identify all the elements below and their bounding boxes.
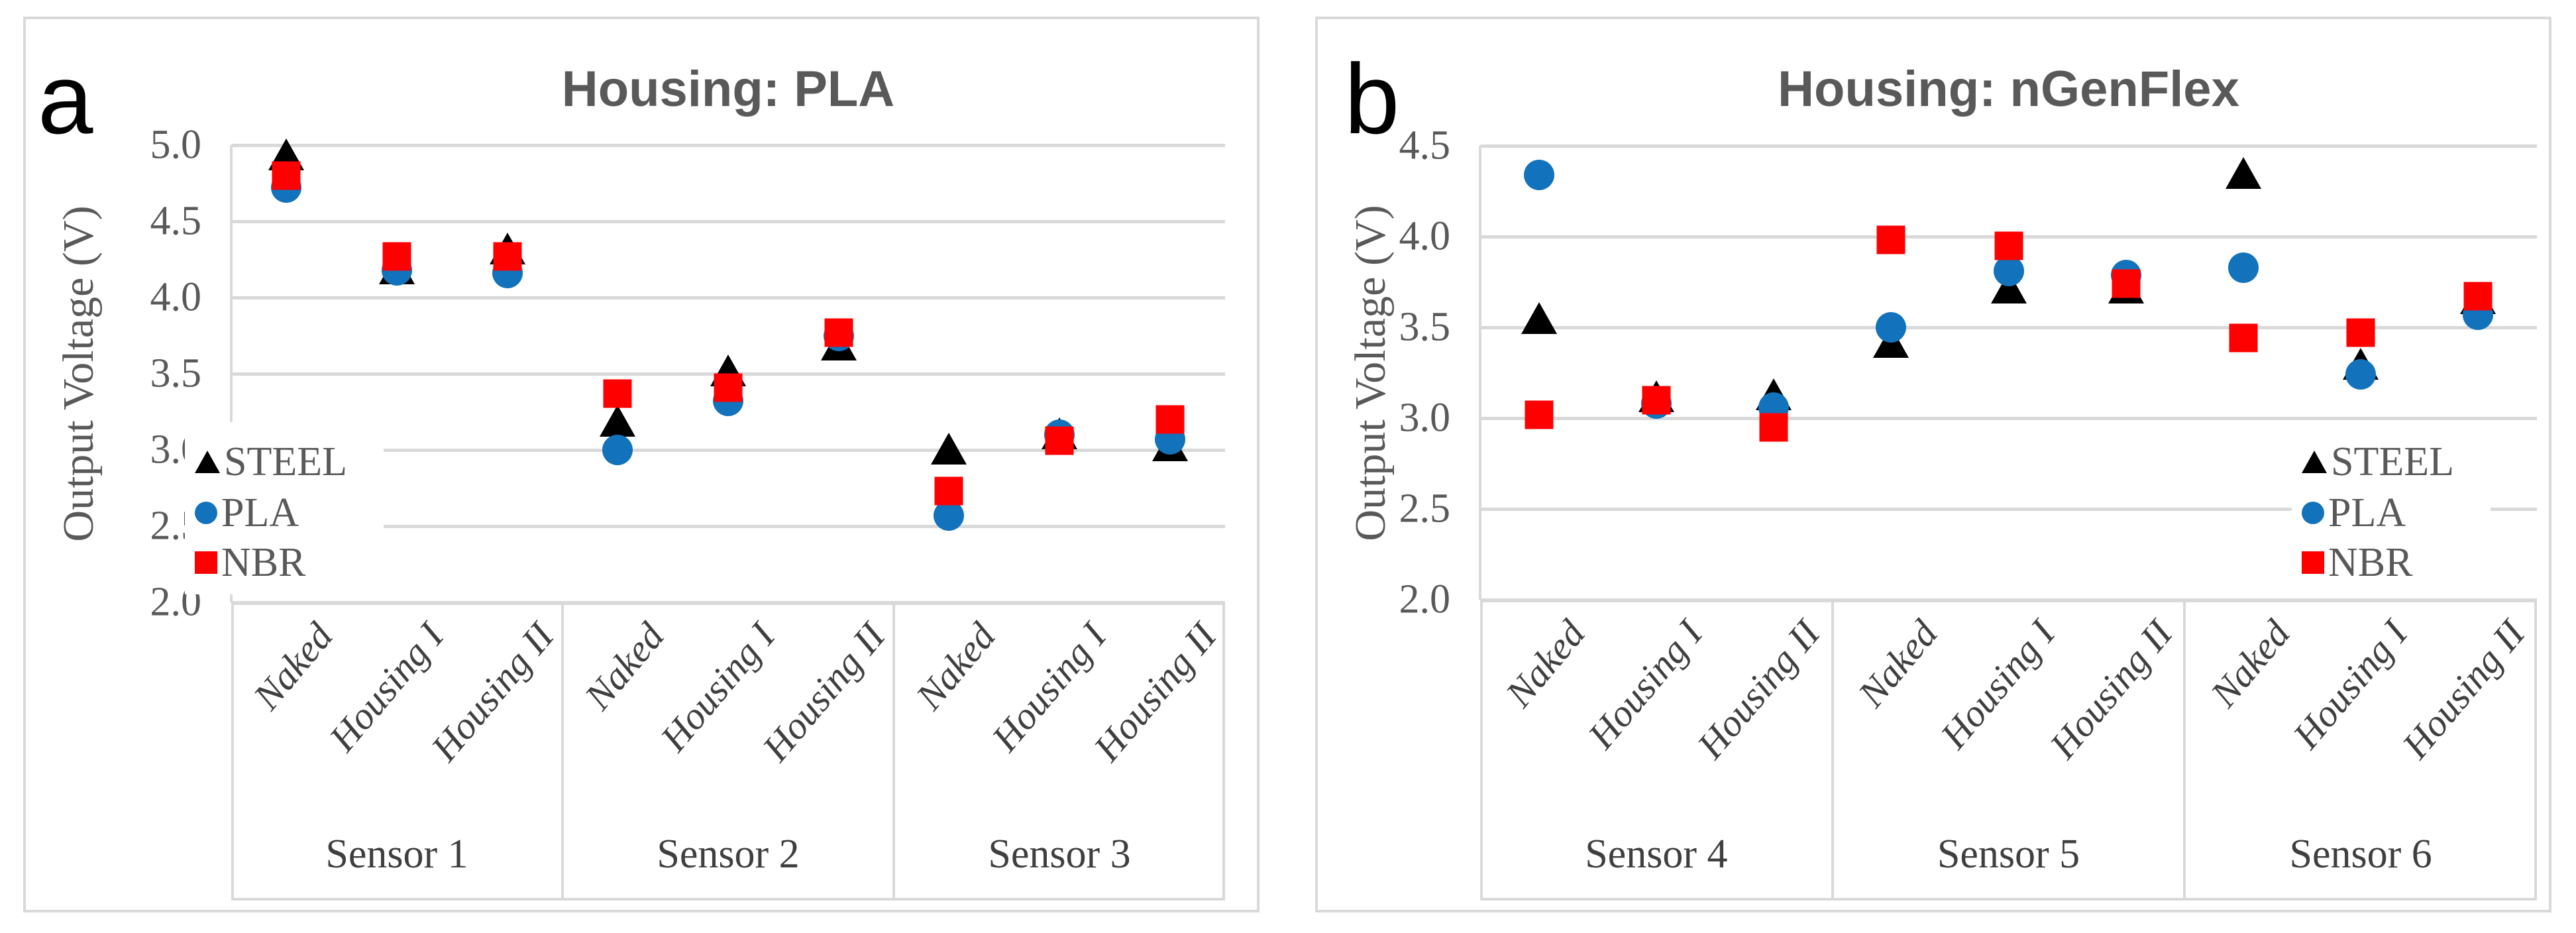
- data-point-pla-circle: [2227, 252, 2259, 283]
- y-gridline: [231, 296, 1225, 300]
- panel-letter: b: [1344, 43, 1400, 154]
- category-axis-box: [1480, 600, 2537, 901]
- data-point-pla-circle: [1523, 159, 1554, 190]
- data-point-nbr-square: [1155, 405, 1185, 434]
- panel-a: a Housing: PLA Output Voltage (V) 5.0 4.5 4.0…: [23, 17, 1260, 912]
- sensor-group-label: Sensor 3: [988, 832, 1131, 877]
- chart-title: Housing: nGenFlex: [1778, 61, 2239, 117]
- legend-label: PLA: [221, 490, 299, 535]
- y-gridline: [1480, 508, 2537, 511]
- legend-item: NBR: [2302, 536, 2412, 589]
- legend-label: PLA: [2328, 490, 2406, 535]
- y-tick-label: 3.0: [1399, 395, 1451, 441]
- data-point-steel-triangle: [2225, 157, 2261, 190]
- data-point-nbr-square: [2463, 282, 2493, 311]
- data-point-nbr-square: [493, 242, 522, 271]
- data-point-nbr-square: [1876, 225, 1905, 254]
- data-point-nbr-square: [2229, 323, 2258, 353]
- data-point-nbr-square: [2346, 318, 2375, 347]
- y-tick-label: 4.5: [150, 198, 202, 244]
- sensor-group-label: Sensor 5: [1937, 832, 2080, 877]
- data-point-pla-circle: [2345, 359, 2377, 390]
- legend-item: PLA: [2302, 486, 2406, 539]
- data-point-nbr-square: [2112, 269, 2141, 298]
- y-tick-label: 2.5: [1399, 486, 1451, 531]
- y-tick-label: 2.0: [1399, 576, 1451, 622]
- data-point-nbr-square: [1045, 426, 1074, 455]
- y-tick-label: 4.0: [1399, 213, 1451, 259]
- sensor-group-label: Sensor 1: [325, 832, 468, 877]
- data-point-nbr-square: [382, 242, 411, 271]
- y-tick-label: 5.0: [150, 122, 202, 168]
- legend-item: NBR: [195, 536, 305, 589]
- data-point-nbr-square: [1994, 231, 2023, 260]
- data-point-steel-triangle: [931, 432, 967, 465]
- legend-label: NBR: [221, 539, 306, 585]
- y-axis-line: [1479, 146, 1481, 600]
- chart-title: Housing: PLA: [561, 61, 895, 117]
- y-gridline: [231, 144, 1225, 147]
- y-gridline: [231, 220, 1225, 223]
- y-tick-label: 4.0: [150, 274, 202, 320]
- data-point-nbr-square: [1759, 413, 1788, 442]
- y-gridline: [1480, 417, 2537, 420]
- data-point-steel-triangle: [1521, 302, 1557, 335]
- legend-label: NBR: [2328, 539, 2413, 585]
- sensor-group-separator: [892, 602, 895, 901]
- y-tick-label: 3.5: [150, 351, 202, 396]
- y-gridline: [231, 449, 1225, 452]
- data-point-nbr-square: [1525, 400, 1554, 429]
- legend-item: STEEL: [195, 435, 347, 488]
- data-point-nbr-square: [824, 318, 853, 347]
- y-gridline: [1480, 144, 2537, 148]
- y-tick-label: 4.5: [1399, 123, 1451, 168]
- panel-b: b Housing: nGenFlex Output Voltage (V) 4.5 4…: [1315, 17, 2551, 912]
- legend-triangle-icon: [195, 451, 220, 473]
- sensor-group-separator: [1831, 600, 1834, 901]
- legend-label: STEEL: [224, 439, 347, 484]
- data-point-nbr-square: [603, 379, 632, 408]
- y-gridline: [1480, 326, 2537, 329]
- data-point-pla-circle: [1993, 256, 2024, 287]
- legend-item: PLA: [195, 486, 299, 539]
- sensor-group-label: Sensor 4: [1585, 832, 1728, 877]
- sensor-group-separator: [2183, 600, 2186, 901]
- data-point-pla-circle: [1876, 312, 1907, 343]
- data-point-nbr-square: [934, 476, 963, 506]
- panel-letter: a: [38, 43, 93, 154]
- sensor-group-label: Sensor 2: [657, 832, 800, 877]
- legend-label: STEEL: [2331, 439, 2454, 484]
- data-point-nbr-square: [272, 161, 301, 190]
- legend-circle-icon: [2302, 502, 2324, 524]
- y-tick-label: 3.5: [1399, 304, 1451, 350]
- category-axis-box: [231, 602, 1225, 901]
- legend-triangle-icon: [2302, 451, 2327, 473]
- sensor-group-label: Sensor 6: [2289, 832, 2432, 877]
- legend-square-icon: [2302, 551, 2324, 574]
- data-point-steel-triangle: [600, 405, 636, 437]
- data-point-nbr-square: [714, 373, 743, 402]
- legend-circle-icon: [195, 502, 217, 524]
- y-axis-line: [230, 145, 233, 602]
- sensor-group-separator: [561, 602, 564, 901]
- legend-item: STEEL: [2302, 435, 2454, 488]
- data-point-nbr-square: [1642, 386, 1671, 415]
- y-gridline: [231, 525, 1225, 528]
- data-point-pla-circle: [602, 435, 633, 465]
- legend-square-icon: [195, 551, 217, 574]
